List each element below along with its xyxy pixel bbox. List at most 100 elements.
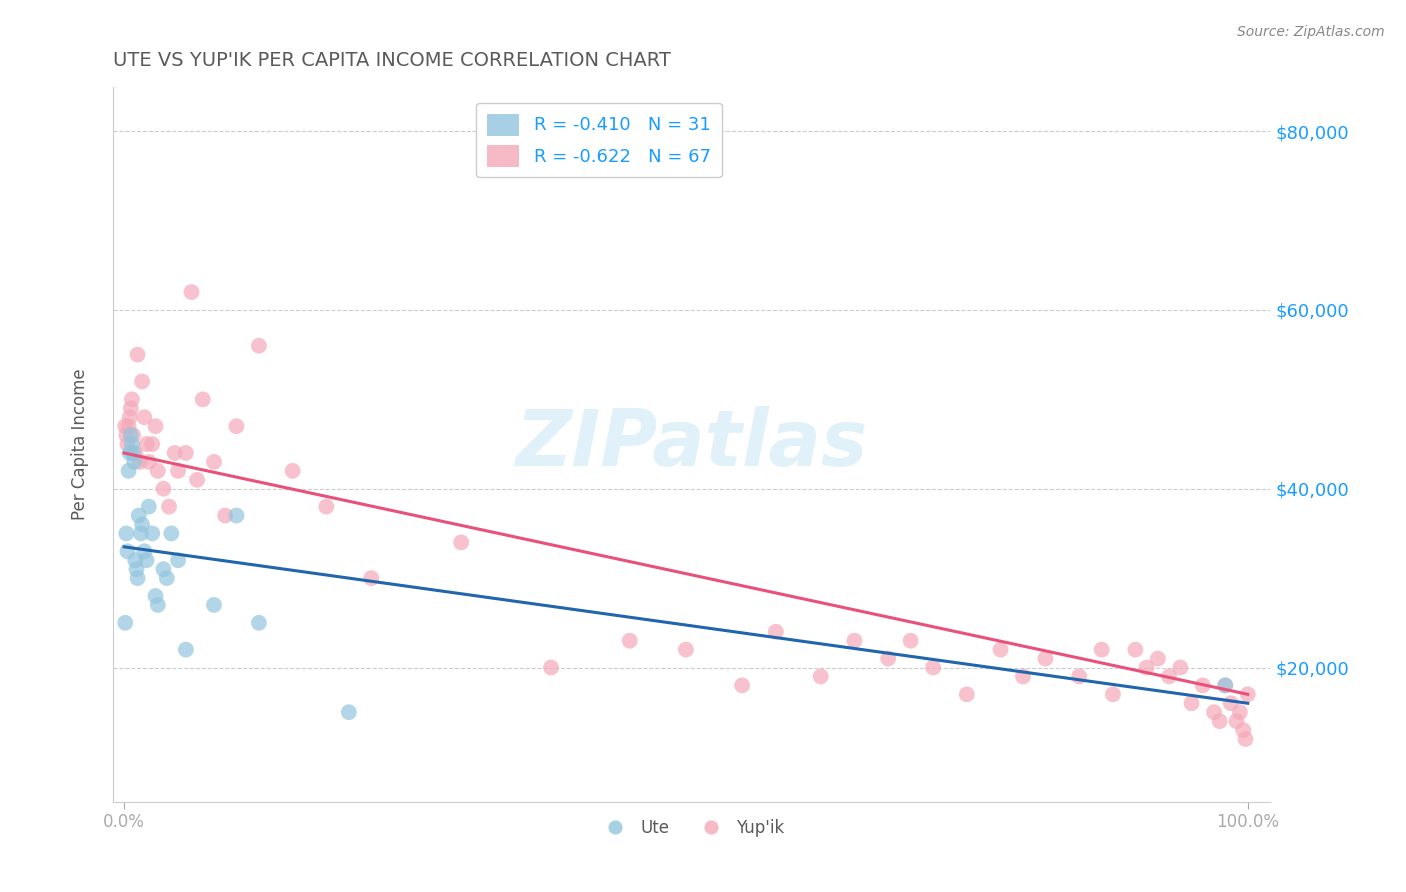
Point <box>131 375 153 389</box>
Point <box>134 410 156 425</box>
Point <box>163 446 186 460</box>
Point <box>1012 669 1035 683</box>
Point <box>120 428 142 442</box>
Point <box>145 419 167 434</box>
Point <box>225 419 247 434</box>
Point <box>120 401 142 416</box>
Point <box>127 571 149 585</box>
Point <box>540 660 562 674</box>
Point <box>115 428 138 442</box>
Point <box>157 500 180 514</box>
Point <box>118 410 141 425</box>
Point <box>121 392 143 407</box>
Point <box>114 419 136 434</box>
Point <box>122 428 145 442</box>
Point <box>117 464 139 478</box>
Point <box>900 633 922 648</box>
Point <box>675 642 697 657</box>
Point <box>990 642 1012 657</box>
Point <box>122 455 145 469</box>
Point <box>1191 678 1213 692</box>
Point <box>152 562 174 576</box>
Point <box>124 553 146 567</box>
Point <box>135 437 157 451</box>
Point <box>1091 642 1114 657</box>
Point <box>844 633 866 648</box>
Point <box>1213 678 1236 692</box>
Point <box>877 651 900 665</box>
Point <box>1234 731 1257 746</box>
Point <box>337 705 360 719</box>
Text: Source: ZipAtlas.com: Source: ZipAtlas.com <box>1237 25 1385 39</box>
Point <box>731 678 754 692</box>
Point <box>117 419 139 434</box>
Point <box>1208 714 1230 728</box>
Point <box>1136 660 1159 674</box>
Point <box>167 553 190 567</box>
Point <box>129 526 152 541</box>
Point <box>315 500 337 514</box>
Point <box>202 455 225 469</box>
Point <box>1232 723 1254 737</box>
Point <box>128 455 150 469</box>
Point <box>115 526 138 541</box>
Point <box>1219 696 1241 710</box>
Point <box>360 571 382 585</box>
Point <box>146 598 169 612</box>
Point <box>114 615 136 630</box>
Point <box>956 687 979 701</box>
Point <box>1168 660 1191 674</box>
Point <box>141 526 163 541</box>
Point <box>1102 687 1125 701</box>
Point <box>121 437 143 451</box>
Point <box>128 508 150 523</box>
Point <box>450 535 472 549</box>
Point <box>138 455 160 469</box>
Point <box>174 446 197 460</box>
Point <box>180 285 202 299</box>
Point <box>135 553 157 567</box>
Point <box>1202 705 1225 719</box>
Point <box>1147 651 1170 665</box>
Point <box>214 508 236 523</box>
Point <box>247 339 270 353</box>
Point <box>810 669 832 683</box>
Point <box>202 598 225 612</box>
Point <box>134 544 156 558</box>
Point <box>152 482 174 496</box>
Point <box>281 464 304 478</box>
Point <box>156 571 179 585</box>
Point <box>141 437 163 451</box>
Y-axis label: Per Capita Income: Per Capita Income <box>72 368 89 520</box>
Point <box>160 526 183 541</box>
Point <box>922 660 945 674</box>
Point <box>1157 669 1180 683</box>
Text: UTE VS YUP'IK PER CAPITA INCOME CORRELATION CHART: UTE VS YUP'IK PER CAPITA INCOME CORRELAT… <box>112 51 671 70</box>
Point <box>117 544 139 558</box>
Point <box>765 624 787 639</box>
Point <box>1236 687 1258 701</box>
Point <box>118 446 141 460</box>
Point <box>174 642 197 657</box>
Point <box>1125 642 1147 657</box>
Point <box>167 464 190 478</box>
Point <box>138 500 160 514</box>
Point <box>117 437 139 451</box>
Point <box>127 348 149 362</box>
Point <box>191 392 214 407</box>
Point <box>1229 705 1251 719</box>
Point <box>1213 678 1236 692</box>
Point <box>124 446 146 460</box>
Point <box>1035 651 1057 665</box>
Point <box>145 589 167 603</box>
Point <box>131 517 153 532</box>
Point <box>225 508 247 523</box>
Point <box>146 464 169 478</box>
Point <box>125 562 148 576</box>
Text: ZIPatlas: ZIPatlas <box>516 406 868 482</box>
Point <box>186 473 208 487</box>
Point <box>1225 714 1247 728</box>
Point <box>619 633 641 648</box>
Point <box>247 615 270 630</box>
Legend: Ute, Yup'ik: Ute, Yup'ik <box>592 812 792 843</box>
